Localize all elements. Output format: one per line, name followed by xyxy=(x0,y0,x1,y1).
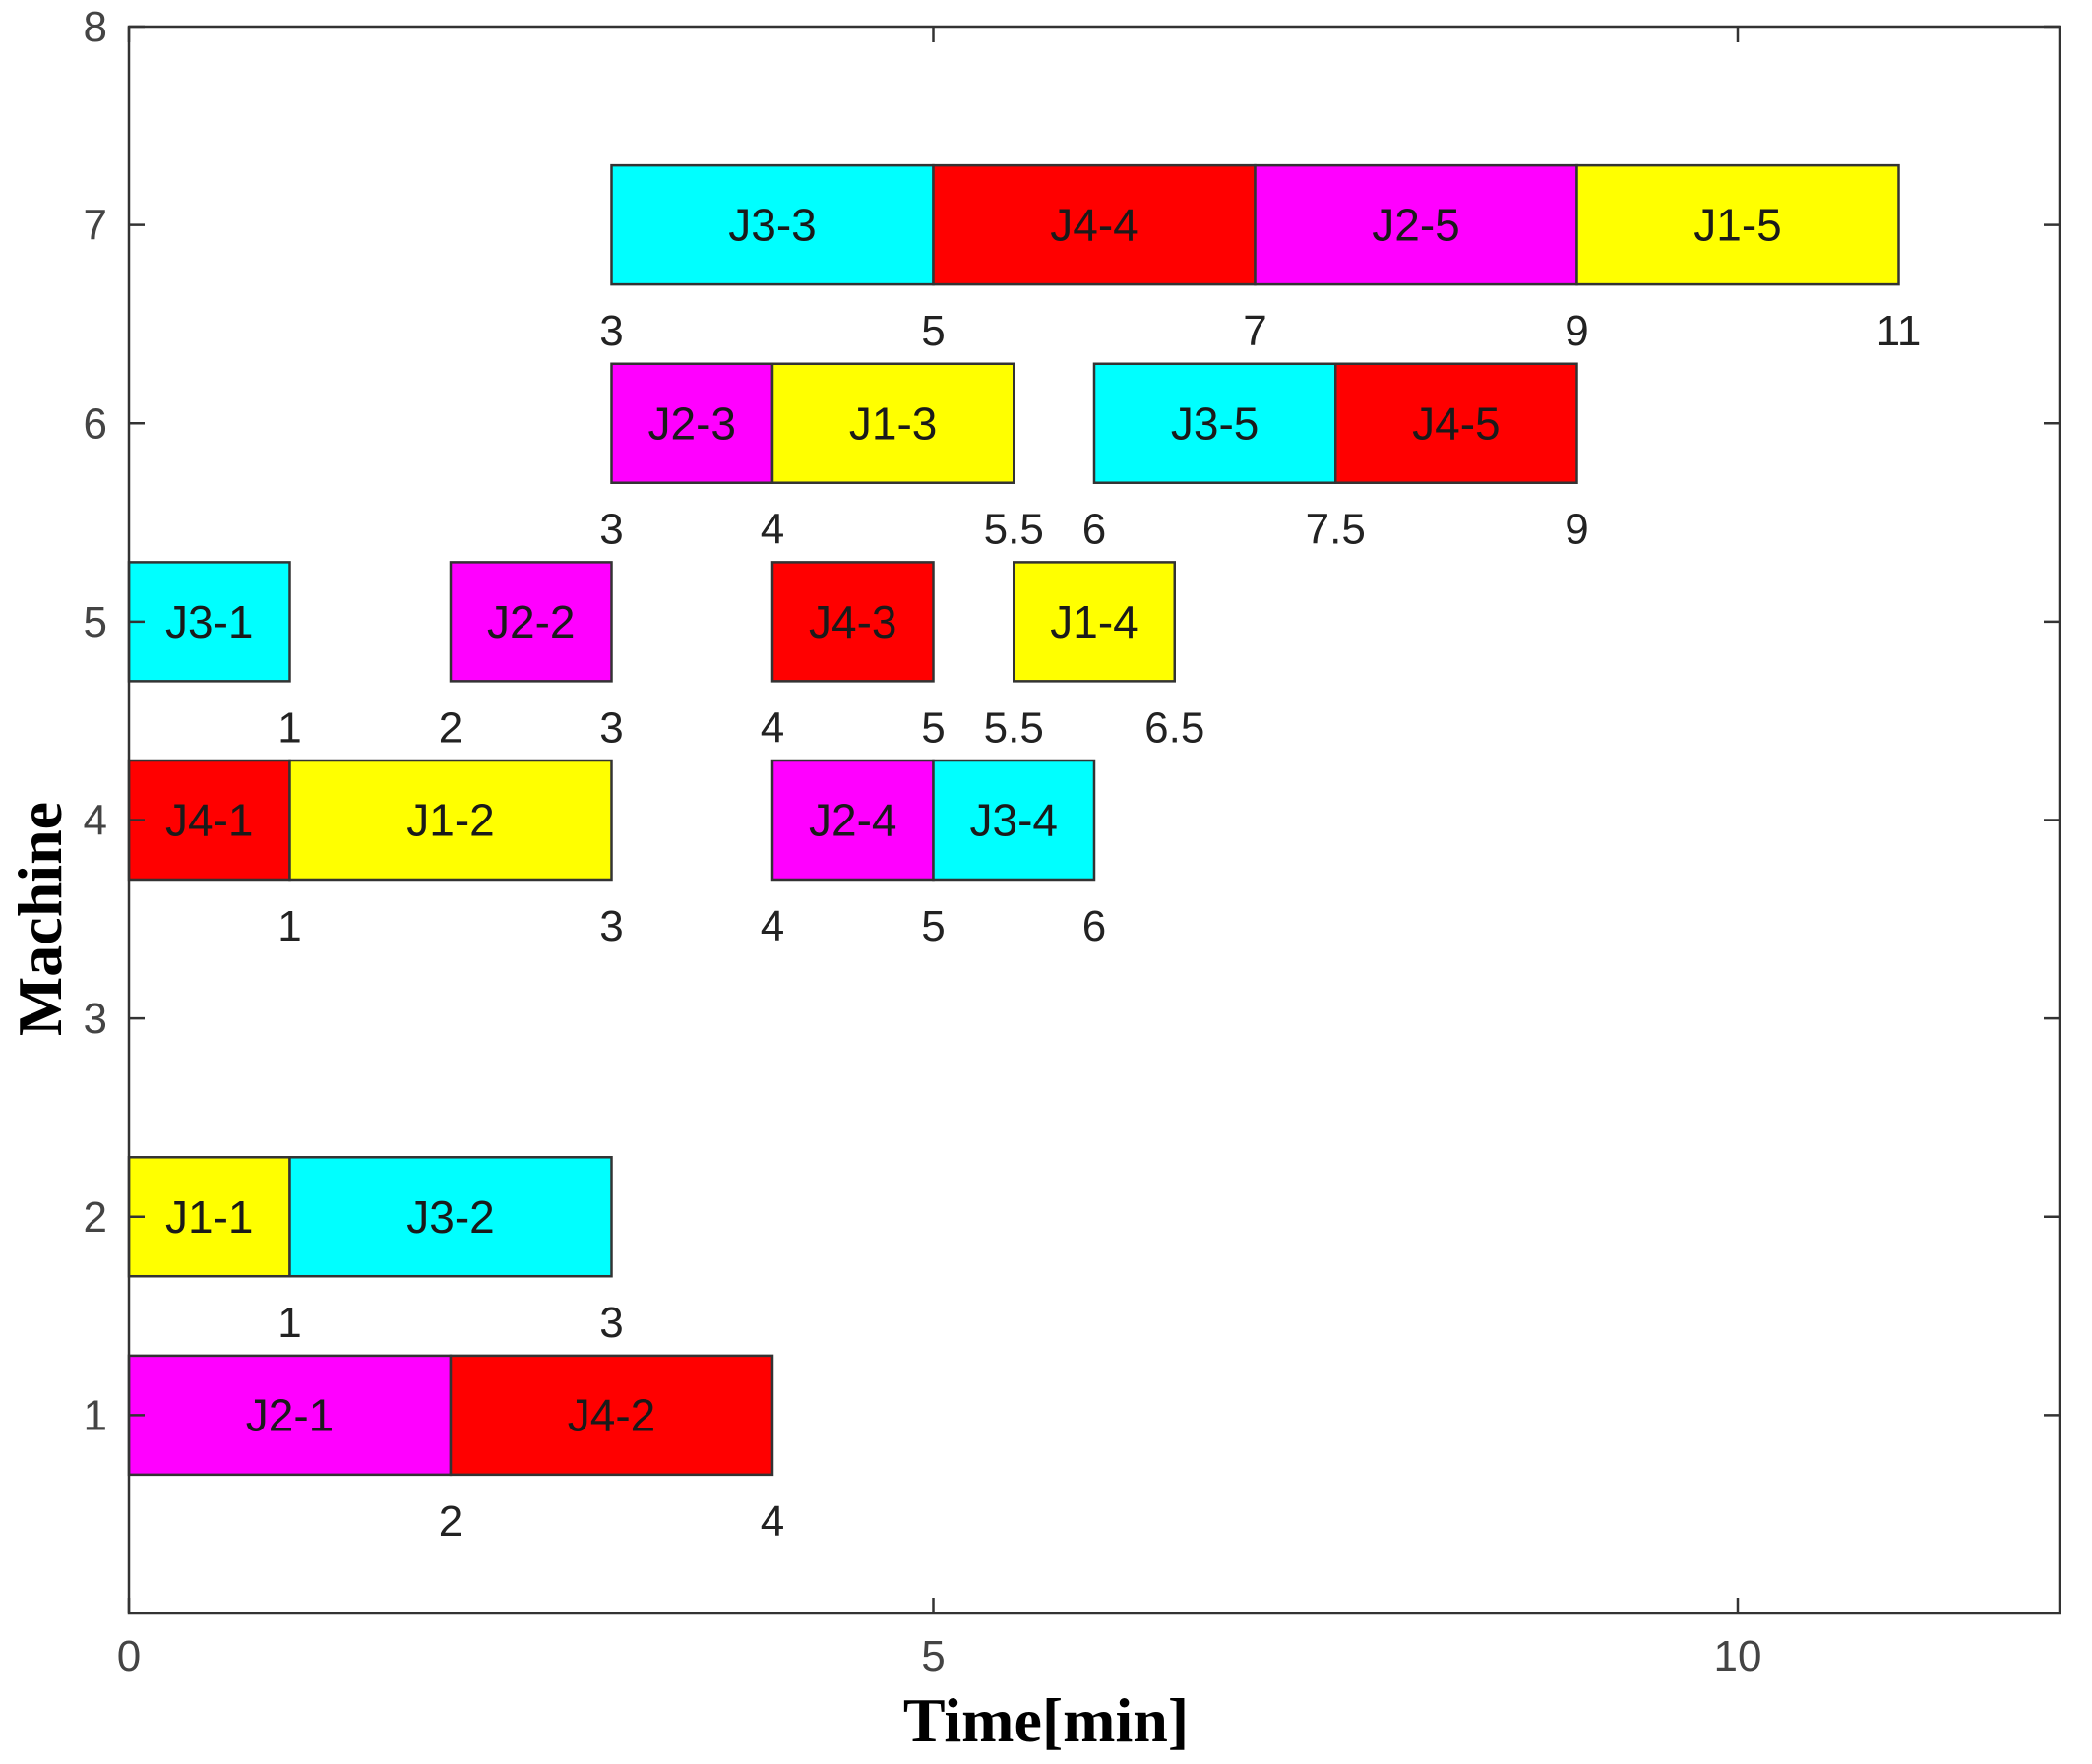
time-label: 7 xyxy=(1243,307,1266,355)
gantt-bar-j2-3 xyxy=(610,362,774,484)
time-label: 2 xyxy=(439,1497,462,1546)
time-label: 4 xyxy=(761,506,784,554)
bar-label-j3-3: J3-3 xyxy=(728,200,816,251)
x-tick-label: 5 xyxy=(921,1632,945,1680)
bar-label-j2-5: J2-5 xyxy=(1372,200,1459,251)
gantt-bar-j1-1 xyxy=(127,1156,291,1278)
y-tick-label: 2 xyxy=(84,1193,107,1242)
y-tick-label: 5 xyxy=(84,598,107,646)
y-axis-title: Machine xyxy=(5,802,75,1036)
bar-label-j1-1: J1-1 xyxy=(165,1191,253,1243)
x-tick-label: 10 xyxy=(1714,1632,1762,1680)
bar-label-j1-2: J1-2 xyxy=(406,795,494,846)
bar-label-j3-4: J3-4 xyxy=(970,795,1058,846)
time-label: 9 xyxy=(1565,506,1588,554)
time-label: 5.5 xyxy=(984,506,1044,554)
time-label: 4 xyxy=(761,703,784,752)
bar-label-j3-2: J3-2 xyxy=(406,1191,494,1243)
y-tick-label: 7 xyxy=(84,202,107,250)
bar-label-j4-1: J4-1 xyxy=(165,795,253,846)
bar-label-j4-5: J4-5 xyxy=(1412,397,1500,449)
gantt-bar-j1-5 xyxy=(1575,163,1900,286)
y-tick-label: 3 xyxy=(84,995,107,1043)
time-label: 1 xyxy=(277,902,301,950)
gantt-bar-j1-3 xyxy=(770,362,1015,484)
bar-label-j1-5: J1-5 xyxy=(1693,200,1781,251)
gantt-bar-j4-1 xyxy=(127,759,291,882)
gantt-bar-j4-4 xyxy=(932,163,1257,286)
time-label: 7.5 xyxy=(1306,506,1366,554)
x-tick-label: 0 xyxy=(117,1632,141,1680)
y-tick-label: 1 xyxy=(84,1391,107,1439)
y-tick-label: 8 xyxy=(84,3,107,51)
time-label: 6 xyxy=(1082,506,1106,554)
bar-label-j2-4: J2-4 xyxy=(809,795,896,846)
bar-label-j1-4: J1-4 xyxy=(1050,596,1138,647)
time-label: 4 xyxy=(761,902,784,950)
time-label: 5 xyxy=(921,902,945,950)
gantt-bar-j3-3 xyxy=(610,163,935,286)
bar-label-j4-4: J4-4 xyxy=(1050,200,1138,251)
gantt-bar-j4-2 xyxy=(449,1354,774,1477)
gantt-bar-j1-4 xyxy=(1013,561,1176,683)
axis-ticks: 0 5 10 1 2 3 4 5 6 7 8 xyxy=(84,3,2060,1680)
gantt-bar-j3-4 xyxy=(932,759,1096,882)
y-tick-label: 6 xyxy=(84,399,107,448)
x-axis-title: Time[min] xyxy=(903,1685,1189,1755)
time-label: 3 xyxy=(599,307,623,355)
time-label: 3 xyxy=(599,902,623,950)
bar-label-j4-3: J4-3 xyxy=(809,596,896,647)
gantt-bar-j3-2 xyxy=(288,1156,613,1278)
time-label: 11 xyxy=(1877,307,1922,355)
time-label: 1 xyxy=(277,703,301,752)
gantt-bar-j2-4 xyxy=(770,759,935,882)
time-label: 1 xyxy=(277,1299,301,1347)
gantt-bar-j2-1 xyxy=(127,1354,453,1477)
chart-marks: J2-1 J4-2 J1-1 J3-2 J4-1 J1-2 J2-4 J3-4 J3-1 J2-2… xyxy=(127,163,1922,1546)
gantt-bar-j2-5 xyxy=(1254,163,1578,286)
y-tick-label: 4 xyxy=(84,797,107,845)
time-label: 5 xyxy=(921,307,945,355)
time-label: 3 xyxy=(599,703,623,752)
time-label: 3 xyxy=(599,1299,623,1347)
bar-label-j3-5: J3-5 xyxy=(1171,397,1259,449)
bar-label-j1-3: J1-3 xyxy=(849,397,937,449)
time-label: 5.5 xyxy=(984,703,1044,752)
time-label: 2 xyxy=(439,703,462,752)
bar-label-j3-1: J3-1 xyxy=(165,596,253,647)
gantt-bar-j1-2 xyxy=(288,759,613,882)
bar-label-j2-2: J2-2 xyxy=(487,596,575,647)
gantt-bar-j4-3 xyxy=(770,561,935,683)
bar-label-j2-1: J2-1 xyxy=(246,1389,334,1440)
time-label: 5 xyxy=(921,703,945,752)
gantt-bar-j4-5 xyxy=(1334,362,1578,484)
bar-label-j4-2: J4-2 xyxy=(568,1389,655,1440)
time-label: 9 xyxy=(1565,307,1588,355)
time-label: 4 xyxy=(761,1497,784,1546)
time-label: 6 xyxy=(1082,902,1106,950)
time-label: 6.5 xyxy=(1144,703,1204,752)
time-label: 3 xyxy=(599,506,623,554)
gantt-bar-j2-2 xyxy=(449,561,613,683)
bar-label-j2-3: J2-3 xyxy=(648,397,736,449)
